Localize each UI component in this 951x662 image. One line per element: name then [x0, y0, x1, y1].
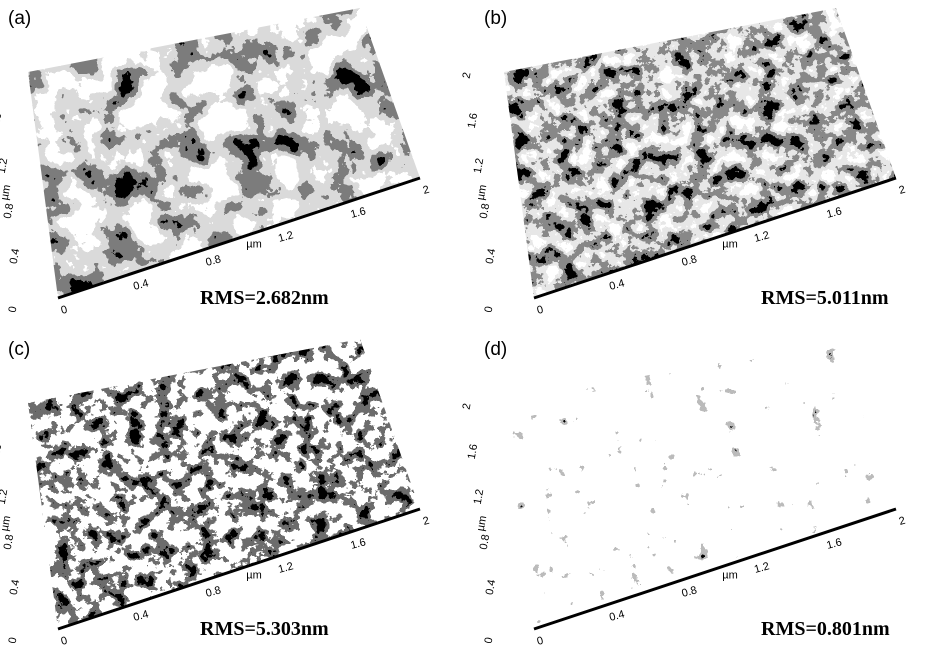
x-tick-label: 2 — [422, 184, 431, 197]
afm-panel: (a)00.40.81.21.62µm00.40.81.21.62µmRMS=2… — [0, 8, 431, 317]
x-tick-label: 2 — [898, 515, 907, 528]
panel-label: (c) — [8, 339, 30, 360]
x-tick-label: 0.4 — [132, 277, 150, 293]
x-tick-label: 1.2 — [277, 229, 295, 245]
y-tick-label: 0.8 — [478, 203, 492, 220]
x-tick-label: 0.4 — [608, 608, 626, 624]
x-tick-label: 0 — [536, 304, 545, 317]
y-tick-label: 1.6 — [466, 112, 480, 129]
y-tick-label: 0.8 — [2, 203, 16, 220]
y-tick-label: 1.6 — [0, 443, 4, 460]
x-tick-label: 1.6 — [825, 536, 843, 552]
y-unit: µm — [0, 515, 13, 532]
x-unit: µm — [722, 239, 738, 251]
x-tick-label: 1.2 — [753, 229, 771, 245]
y-tick-label: 0 — [7, 636, 20, 644]
y-tick-label: 0.8 — [2, 534, 16, 551]
x-tick-label: 0.8 — [680, 253, 698, 269]
afm-panel: (b) 0 0.4 0.8 1.2 1.6 2 µm 0 0.4 0.8 1.2 1.6 2 µm RMS=5… — [461, 8, 907, 317]
x-axis — [533, 507, 897, 631]
x-axis — [57, 176, 421, 300]
rms-label: RMS=5.011nm — [761, 287, 889, 309]
x-tick-label: 1.2 — [753, 560, 771, 576]
y-tick-label: 1.6 — [466, 443, 480, 460]
x-tick-label: 0.4 — [132, 608, 150, 624]
x-tick-label: 0.8 — [204, 584, 222, 600]
x-axis — [533, 176, 897, 300]
x-tick-label: 0 — [60, 304, 69, 317]
x-tick-label: 1.6 — [349, 536, 367, 552]
x-unit: µm — [722, 570, 738, 582]
y-tick-label: 0.4 — [484, 248, 498, 265]
y-unit: µm — [0, 184, 13, 201]
y-tick-label: 0 — [7, 305, 20, 313]
panel-label: (d) — [484, 339, 507, 360]
x-axis — [57, 507, 421, 631]
x-tick-label: 2 — [422, 515, 431, 528]
x-tick-label: 0.8 — [204, 253, 222, 269]
y-tick-label: 0 — [483, 636, 496, 644]
y-tick-label: 1.2 — [472, 488, 486, 505]
y-tick-label: 2 — [461, 71, 474, 79]
x-unit: µm — [246, 239, 262, 251]
y-tick-label: 2 — [461, 402, 474, 410]
x-tick-label: 0.8 — [680, 584, 698, 600]
x-tick-label: 0 — [536, 635, 545, 648]
y-unit: µm — [475, 515, 490, 532]
y-unit: µm — [475, 184, 490, 201]
x-tick-label: 0 — [60, 635, 69, 648]
afm-panel: (d) 0 0.4 0.8 1.2 1.6 2 µm 0 0.4 0.8 1.2 1.6 2 µm RMS=0… — [461, 339, 907, 648]
x-tick-label: 1.2 — [277, 560, 295, 576]
y-tick-label: 0.8 — [478, 534, 492, 551]
x-tick-label: 0.4 — [608, 277, 626, 293]
x-tick-label: 1.6 — [825, 205, 843, 221]
y-tick-label: 1.6 — [0, 112, 4, 129]
x-tick-label: 2 — [898, 184, 907, 197]
x-tick-label: 1.6 — [349, 205, 367, 221]
y-tick-label: 1.2 — [472, 157, 486, 174]
y-tick-label: 0.4 — [8, 579, 22, 596]
rms-label: RMS=0.801nm — [761, 618, 890, 640]
rms-label: RMS=5.303nm — [200, 618, 329, 640]
x-unit: µm — [246, 570, 262, 582]
y-tick-label: 0.4 — [484, 579, 498, 596]
y-tick-label: 1.2 — [0, 157, 10, 174]
y-tick-label: 0 — [483, 305, 496, 313]
afm-panel: (c)00.40.81.21.62µm00.40.81.21.62µmRMS=5… — [0, 339, 431, 648]
rms-label: RMS=2.682nm — [200, 287, 329, 309]
y-tick-label: 0.4 — [8, 248, 22, 265]
panel-label: (b) — [484, 8, 507, 29]
panel-label: (a) — [8, 8, 31, 29]
y-tick-label: 1.2 — [0, 488, 10, 505]
